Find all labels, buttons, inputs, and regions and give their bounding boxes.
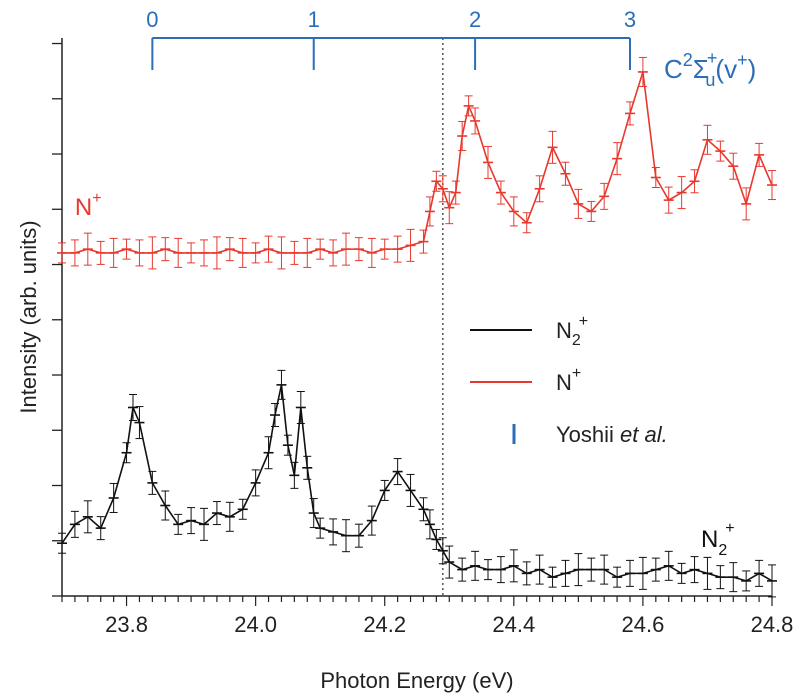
legend-entry: Yoshii et al. [512,422,668,447]
state-paren-close: ) [748,54,757,84]
x-tick-label: 24.2 [363,612,406,637]
series-line [62,71,773,254]
vibrational-level-label: 1 [308,7,320,32]
legend-label: Yoshii et al. [556,422,668,447]
legend-entry: N2 + [470,313,588,349]
state-paren: (v [715,54,737,84]
legend-label: N2 + [556,313,588,349]
annotations: N+N2+ [75,190,735,559]
state-sigma: Σ [693,54,709,84]
series-annotation: N+ [75,190,102,221]
state-superscript: 2 [683,50,693,70]
vibrational-level-label: 2 [469,7,481,32]
annotation-sub: 2 [718,542,727,559]
annotation-text: N [701,526,718,553]
x-tick-label: 24.0 [234,612,277,637]
legend-label-text: N [556,370,572,395]
legend-label-sub: 2 [572,332,581,349]
legend-label-sup: + [572,365,581,382]
state-subscript-u: u [705,70,715,90]
vibrational-level-label: 3 [624,7,636,32]
legend-label-sup: + [579,313,588,330]
x-axis-label: Photon Energy (eV) [320,668,513,693]
vibrational-level-label: 0 [146,7,158,32]
plot-area [57,56,777,598]
legend-label-text: Yoshii [556,422,620,447]
axes: 23.8 24.0 24.2 24.4 24.6 24.8 Photon Energy (e… [16,38,793,693]
annotation-text: N [75,194,92,221]
annotation-sup: + [725,520,734,537]
state-paren-plus: + [737,50,748,70]
x-tick-label: 23.8 [105,612,148,637]
electronic-state-label: C2Σ+ u(v+) [664,48,756,90]
series-n-plus [57,56,777,270]
legend-label-text: N [556,318,572,343]
x-tick-label: 24.6 [621,612,664,637]
x-tick-label: 24.4 [492,612,535,637]
legend-entry: N+ [470,365,581,395]
series-n2-plus [57,369,777,598]
state-plus: + [707,48,718,68]
legend-label: N+ [556,365,581,395]
x-tick-label: 24.8 [751,612,794,637]
series-annotation: N2 + [701,520,735,559]
legend-label-italic: et al. [620,422,668,447]
state-letter: C [664,54,683,84]
legend: N2+N+Yoshii et al. [470,313,668,447]
y-axis-label: Intensity (arb. units) [16,220,41,413]
annotation-sup: + [92,190,101,207]
